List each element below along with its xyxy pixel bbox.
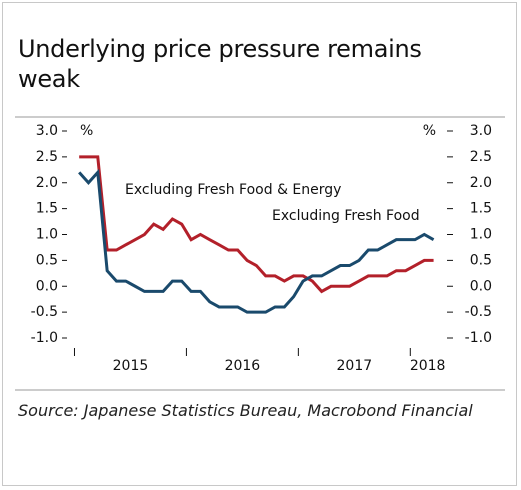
x-tick-label: 2018	[410, 358, 446, 374]
y2-tick-label: 1.0	[470, 227, 492, 243]
y2-tick-label: -0.5	[465, 304, 492, 320]
y-tick-label: 0.0	[36, 278, 58, 294]
x-tick-label: 2017	[337, 358, 373, 374]
chart-title: Underlying price pressure remains weak	[18, 35, 422, 93]
y-tick-label: 1.5	[36, 201, 58, 217]
frame	[2, 2, 517, 486]
y-tick-label: -0.5	[31, 304, 58, 320]
y-tick-label: 0.5	[36, 252, 58, 268]
y2-tick-label: 2.5	[470, 149, 492, 165]
y-tick-label: 2.5	[36, 149, 58, 165]
y-tick-label: -1.0	[31, 330, 58, 346]
y2-unit: %	[423, 123, 436, 139]
series-line	[79, 155, 434, 294]
y2-tick-label: 0.0	[470, 278, 492, 294]
source-note: Source: Japanese Statistics Bureau, Macr…	[18, 401, 473, 420]
y-tick-label: 1.0	[36, 227, 58, 243]
y2-tick-label: 3.0	[470, 123, 492, 139]
y-unit: %	[80, 123, 93, 139]
y2-tick-label: -1.0	[465, 330, 492, 346]
series-line	[78, 168, 435, 314]
series-label: Excluding Fresh Food	[272, 208, 420, 224]
x-tick-label: 2015	[113, 358, 149, 374]
x-tick-label: 2016	[225, 358, 261, 374]
y2-tick-label: 1.5	[470, 201, 492, 217]
y2-tick-label: 2.0	[470, 175, 492, 191]
y-tick-label: 2.0	[36, 175, 58, 191]
y-tick-label: 3.0	[36, 123, 58, 139]
y2-tick-label: 0.5	[470, 252, 492, 268]
series-label: Excluding Fresh Food & Energy	[125, 182, 341, 198]
